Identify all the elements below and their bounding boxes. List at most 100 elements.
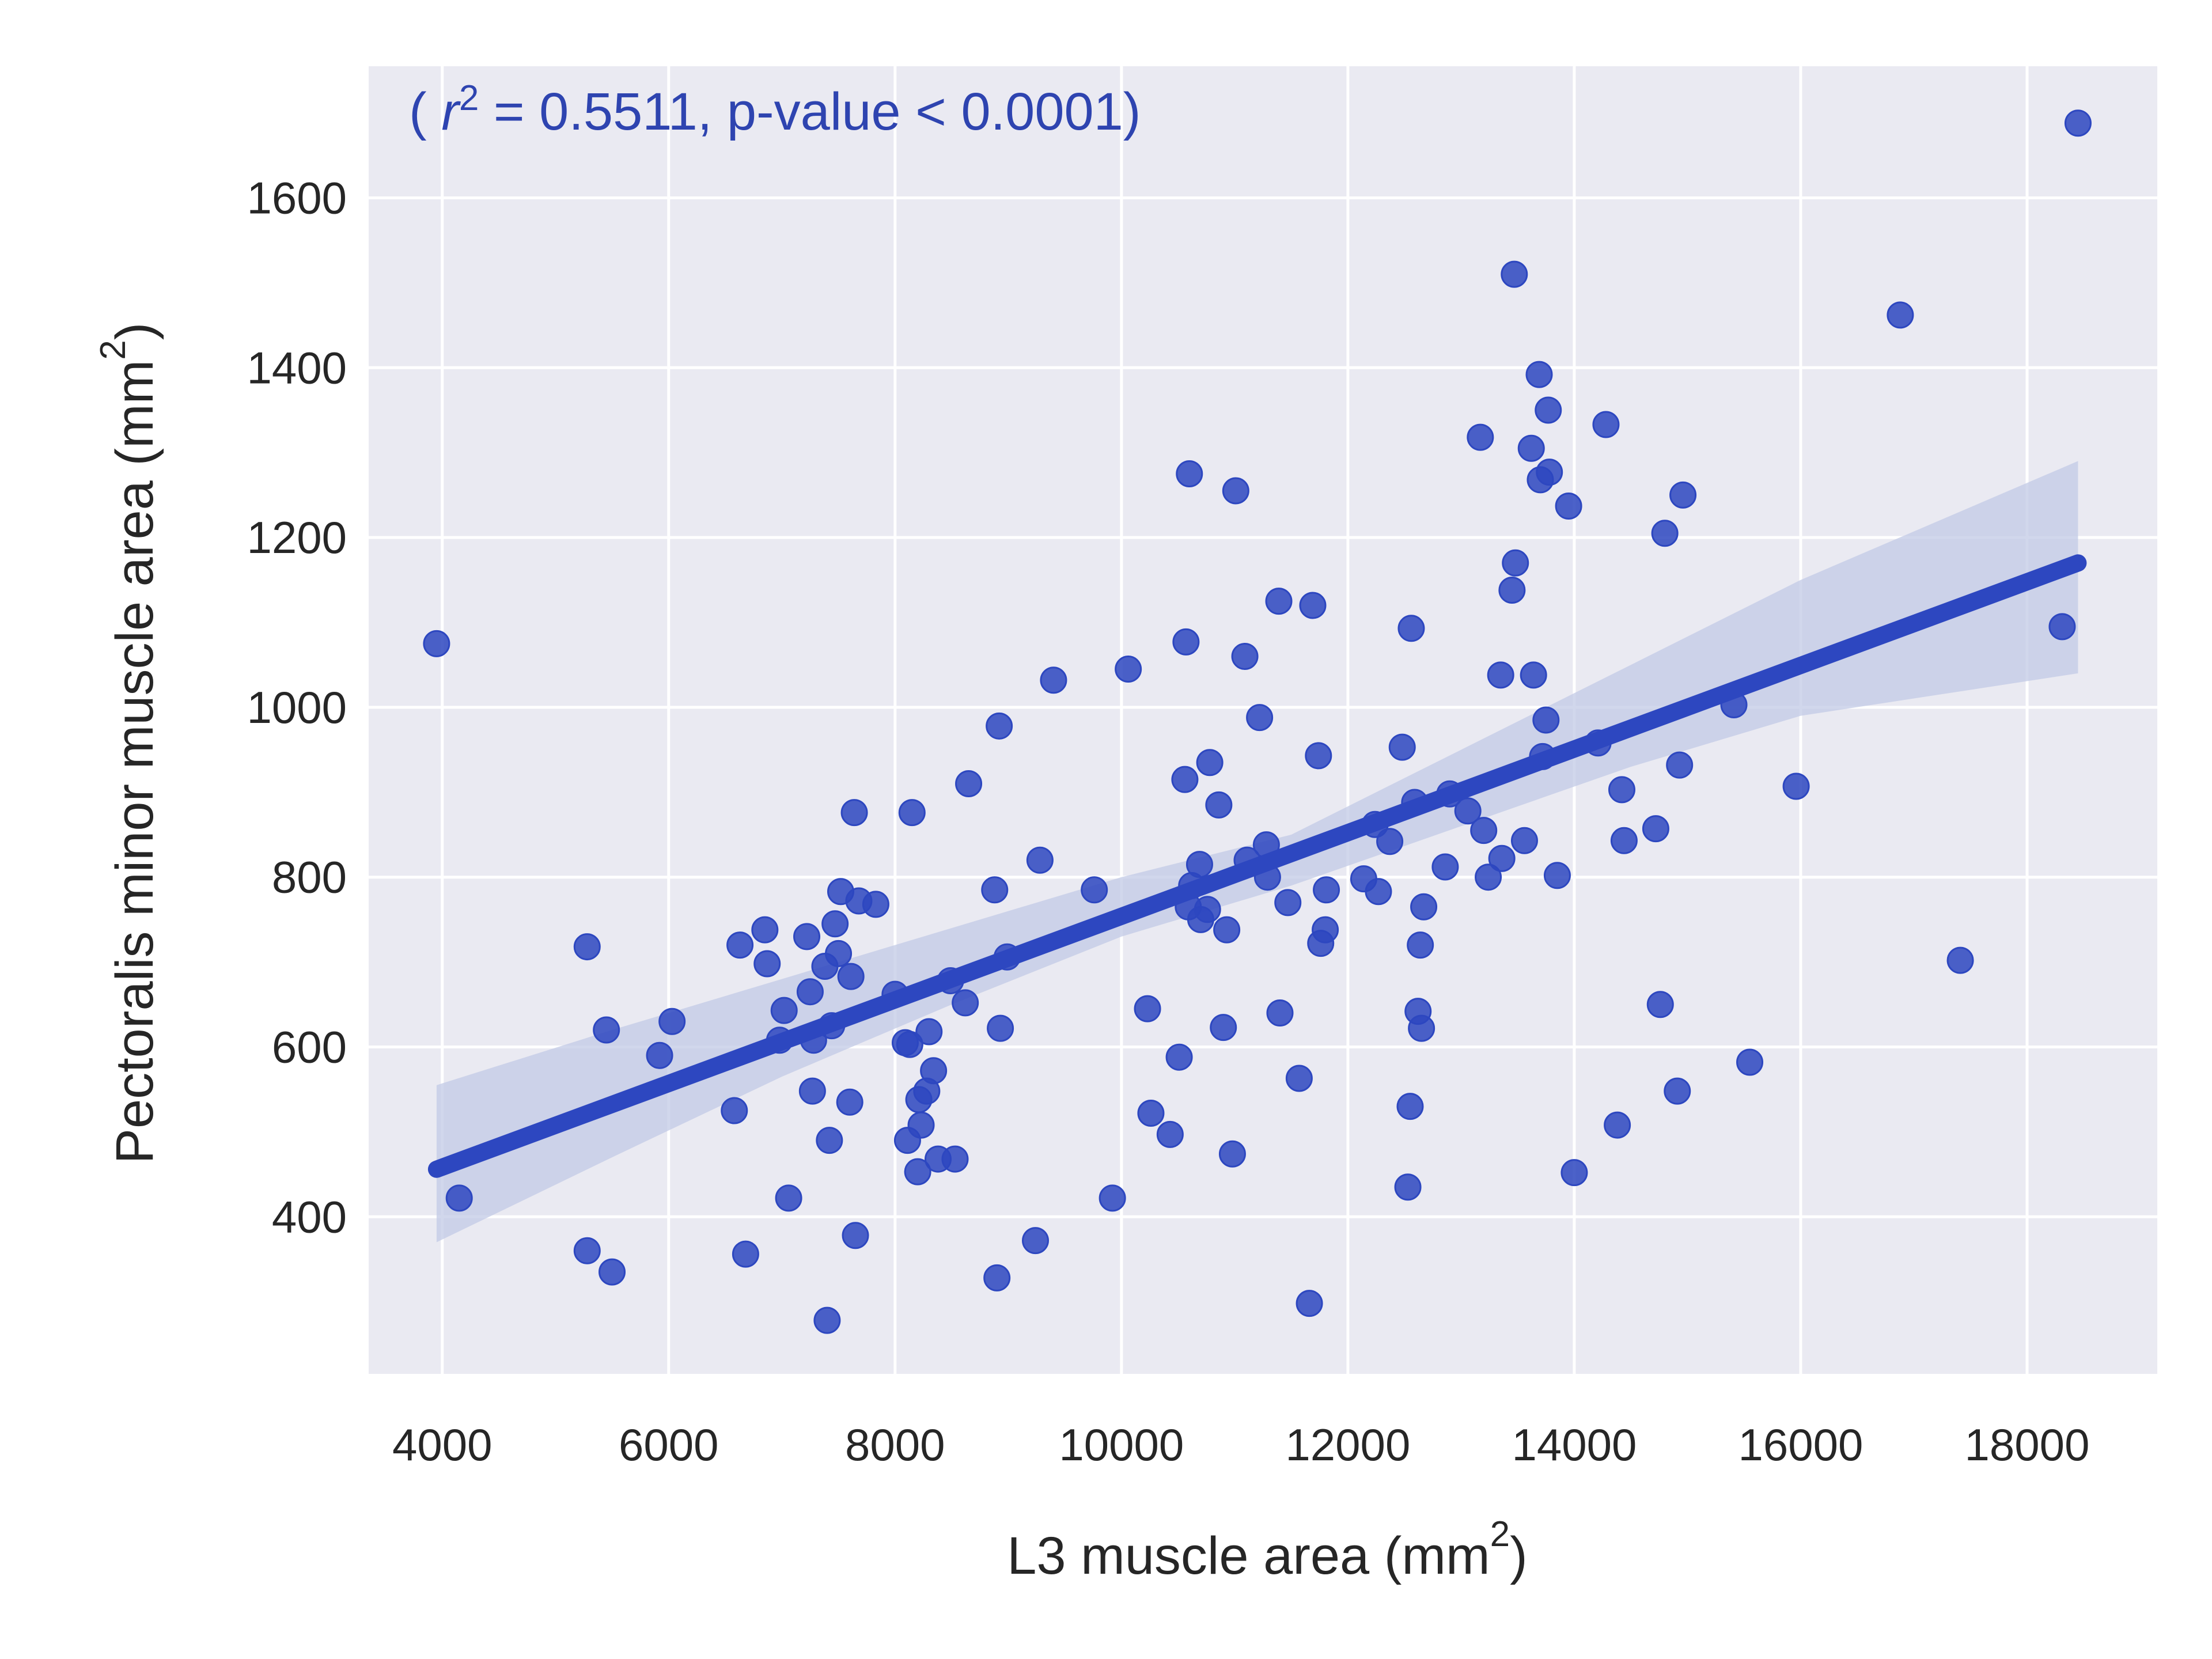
data-point	[1488, 844, 1516, 872]
data-point	[813, 1306, 841, 1334]
data-point	[1501, 260, 1528, 288]
regression-line	[427, 554, 2087, 1178]
data-point	[1210, 1014, 1237, 1041]
data-point	[732, 1240, 759, 1268]
data-point	[770, 997, 798, 1024]
data-point	[1408, 1014, 1435, 1042]
data-point	[1172, 628, 1200, 656]
data-point	[1312, 916, 1339, 944]
data-point	[1246, 704, 1274, 732]
data-point	[1536, 459, 1563, 486]
data-point	[987, 1014, 1014, 1042]
data-point	[1313, 876, 1340, 904]
data-point	[1099, 1184, 1126, 1212]
data-point	[1608, 776, 1635, 804]
data-point	[896, 1031, 923, 1058]
x-tick-labels: 4000 6000 8000 10000 12000 14000 16000 18000	[392, 1419, 2089, 1470]
data-point	[920, 1057, 948, 1085]
data-point	[573, 933, 601, 961]
data-point	[1502, 549, 1529, 577]
data-point	[753, 950, 781, 978]
data-point	[1137, 1099, 1165, 1127]
data-point	[983, 1264, 1011, 1291]
data-point	[1365, 878, 1392, 906]
data-point	[1176, 460, 1203, 488]
data-point	[646, 1041, 673, 1069]
x-axis-label: L3 muscle area (mm2)	[1007, 1514, 1528, 1585]
data-point	[1646, 991, 1674, 1018]
data-point	[1532, 706, 1560, 734]
x-tick-label: 18000	[1965, 1419, 2090, 1470]
stats-annotation: ( r2 = 0.5511, p-value < 0.0001)	[409, 78, 1141, 141]
data-point	[1604, 1111, 1631, 1139]
data-point	[1782, 772, 1810, 800]
data-point	[952, 989, 979, 1017]
data-point	[793, 923, 821, 950]
data-point	[1026, 846, 1054, 874]
data-point	[1736, 1048, 1764, 1076]
data-point	[1397, 615, 1425, 642]
data-point	[1296, 1290, 1323, 1317]
data-point	[904, 1158, 931, 1185]
data-point	[658, 1007, 686, 1035]
x-tick-label: 10000	[1059, 1419, 1184, 1470]
data-point	[1285, 1065, 1313, 1092]
data-point	[1610, 827, 1638, 854]
data-point	[1394, 1173, 1422, 1201]
data-point	[1115, 656, 1142, 683]
data-point	[1396, 1093, 1424, 1120]
data-point	[941, 1145, 969, 1173]
data-point	[1407, 931, 1434, 959]
y-tick-label: 1200	[247, 512, 347, 563]
data-point	[1165, 1043, 1193, 1071]
data-point	[837, 963, 865, 990]
data-point	[721, 1097, 748, 1124]
data-point	[825, 940, 853, 967]
data-point	[1305, 742, 1332, 770]
x-tick-label: 12000	[1285, 1419, 1410, 1470]
y-tick-labels: 400 600 800 1000 1200 1400 1600	[247, 172, 347, 1242]
data-point	[798, 1077, 826, 1105]
data-point	[751, 916, 779, 944]
x-tick-label: 14000	[1512, 1419, 1637, 1470]
data-point	[955, 770, 983, 798]
data-point	[599, 1258, 626, 1286]
data-point	[1651, 520, 1679, 547]
data-point	[1196, 749, 1224, 777]
regression-line-group	[427, 554, 2087, 1178]
data-point	[1470, 817, 1498, 844]
data-point	[1946, 946, 1974, 974]
data-point	[1666, 751, 1694, 779]
data-point	[1517, 434, 1545, 462]
data-point	[796, 978, 824, 1006]
data-point	[1535, 396, 1562, 424]
data-point	[840, 799, 868, 827]
data-point	[593, 1016, 620, 1044]
data-point	[1887, 301, 1914, 329]
data-point	[1218, 1140, 1246, 1168]
data-point	[423, 630, 450, 657]
y-tick-label: 1000	[247, 682, 347, 733]
data-point	[1487, 661, 1514, 689]
y-tick-label: 1400	[247, 342, 347, 393]
data-point	[986, 712, 1013, 740]
data-point	[1299, 592, 1327, 619]
data-point	[1040, 666, 1067, 694]
data-point	[842, 1222, 869, 1249]
x-tick-label: 6000	[619, 1419, 719, 1470]
data-point	[1543, 862, 1571, 889]
data-point	[1265, 588, 1293, 615]
data-point	[836, 1088, 863, 1116]
y-axis-label: Pectoralis minor muscle area (mm2)	[93, 323, 164, 1164]
data-point	[2064, 109, 2092, 137]
data-point	[1410, 893, 1438, 921]
data-point	[816, 1127, 843, 1154]
data-point	[1171, 766, 1199, 793]
data-point	[726, 931, 754, 959]
y-tick-label: 1600	[247, 172, 347, 223]
data-point	[1642, 815, 1669, 843]
data-point	[1205, 791, 1233, 819]
data-point	[1454, 797, 1482, 825]
